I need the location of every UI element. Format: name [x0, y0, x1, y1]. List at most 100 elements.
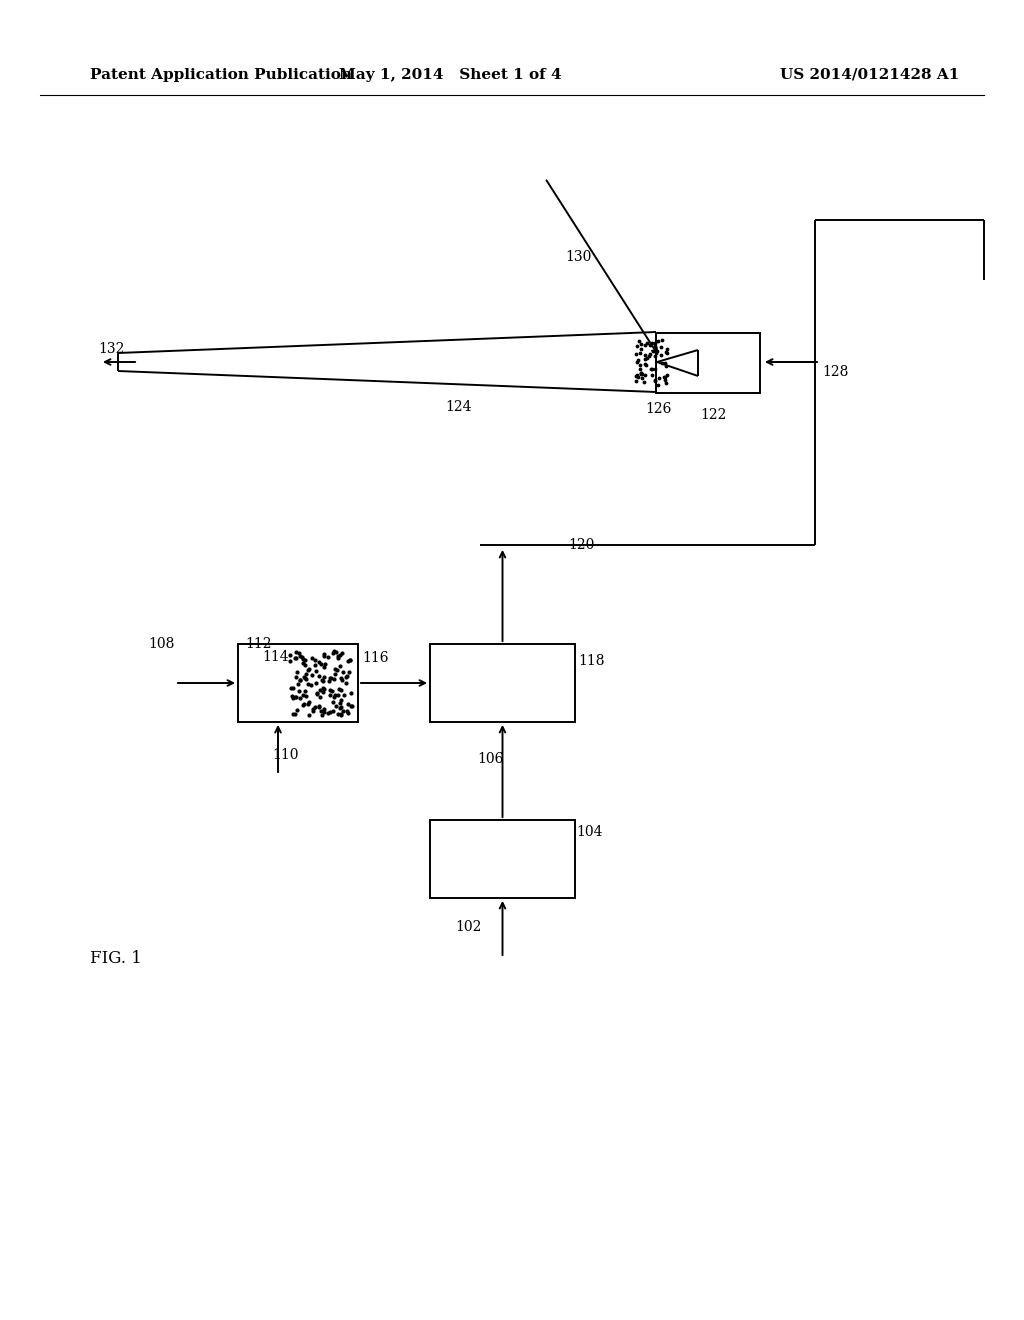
- Point: [325, 701, 341, 722]
- Text: 108: 108: [148, 638, 174, 651]
- Point: [629, 351, 645, 372]
- Point: [633, 362, 649, 383]
- Point: [296, 655, 312, 676]
- Point: [332, 644, 348, 665]
- Point: [295, 652, 311, 673]
- Point: [305, 700, 322, 721]
- Text: 132: 132: [98, 342, 124, 356]
- Point: [306, 655, 323, 676]
- Point: [641, 346, 657, 367]
- Point: [633, 333, 649, 354]
- Point: [310, 652, 327, 673]
- Point: [343, 696, 359, 717]
- Point: [656, 367, 673, 388]
- Text: 122: 122: [700, 408, 726, 422]
- Text: 118: 118: [578, 653, 604, 668]
- Point: [312, 653, 329, 675]
- Point: [655, 367, 672, 388]
- Point: [311, 665, 328, 686]
- Point: [300, 673, 316, 694]
- Point: [629, 335, 645, 356]
- Point: [288, 642, 304, 663]
- Point: [311, 696, 328, 717]
- Point: [322, 684, 338, 705]
- Point: [307, 672, 324, 693]
- Point: [297, 685, 313, 706]
- Point: [292, 688, 308, 709]
- Point: [283, 677, 299, 698]
- Point: [658, 364, 675, 385]
- Point: [339, 651, 355, 672]
- Point: [314, 678, 331, 700]
- Point: [334, 642, 350, 663]
- Point: [304, 647, 321, 668]
- Point: [327, 664, 343, 685]
- Point: [645, 341, 662, 362]
- Point: [284, 686, 300, 708]
- Bar: [430, 820, 575, 898]
- Point: [311, 686, 328, 708]
- Point: [333, 705, 349, 726]
- Point: [632, 342, 648, 363]
- Point: [637, 354, 653, 375]
- Point: [327, 659, 343, 680]
- Point: [656, 352, 673, 374]
- Point: [313, 700, 330, 721]
- Point: [653, 352, 670, 374]
- Point: [646, 333, 663, 354]
- Point: [629, 371, 645, 392]
- Point: [630, 348, 646, 370]
- Point: [340, 693, 356, 714]
- Point: [301, 659, 317, 680]
- Point: [328, 642, 344, 663]
- Point: [652, 345, 669, 366]
- Text: FIG. 1: FIG. 1: [90, 950, 142, 968]
- Point: [650, 375, 667, 396]
- Point: [315, 656, 332, 677]
- Point: [628, 364, 644, 385]
- Text: 130: 130: [565, 249, 592, 264]
- Point: [326, 668, 342, 689]
- Point: [297, 680, 313, 701]
- Text: Patent Application Publication: Patent Application Publication: [90, 69, 352, 82]
- Point: [292, 669, 308, 690]
- Bar: [656, 333, 760, 393]
- Point: [290, 673, 306, 694]
- Point: [296, 693, 312, 714]
- Point: [632, 358, 648, 379]
- Point: [297, 668, 313, 689]
- Point: [313, 705, 330, 726]
- Point: [634, 363, 650, 384]
- Point: [646, 370, 663, 391]
- Point: [307, 660, 324, 681]
- Point: [333, 704, 349, 725]
- Point: [294, 647, 310, 668]
- Point: [332, 697, 348, 718]
- Point: [287, 686, 303, 708]
- Point: [635, 371, 651, 392]
- Point: [652, 337, 669, 358]
- Point: [341, 661, 357, 682]
- Point: [637, 364, 653, 385]
- Point: [310, 697, 327, 718]
- Point: [649, 330, 666, 351]
- Point: [296, 649, 312, 671]
- Point: [322, 667, 338, 688]
- Point: [287, 704, 303, 725]
- Point: [300, 693, 316, 714]
- Point: [335, 701, 351, 722]
- Point: [333, 680, 349, 701]
- Point: [646, 359, 663, 380]
- Point: [292, 669, 308, 690]
- Point: [291, 681, 307, 702]
- Point: [328, 694, 344, 715]
- Point: [339, 665, 355, 686]
- Point: [316, 653, 333, 675]
- Point: [302, 675, 318, 696]
- Point: [300, 705, 316, 726]
- Point: [658, 355, 675, 376]
- Point: [657, 370, 674, 391]
- Point: [331, 678, 347, 700]
- Point: [304, 665, 321, 686]
- Point: [315, 644, 332, 665]
